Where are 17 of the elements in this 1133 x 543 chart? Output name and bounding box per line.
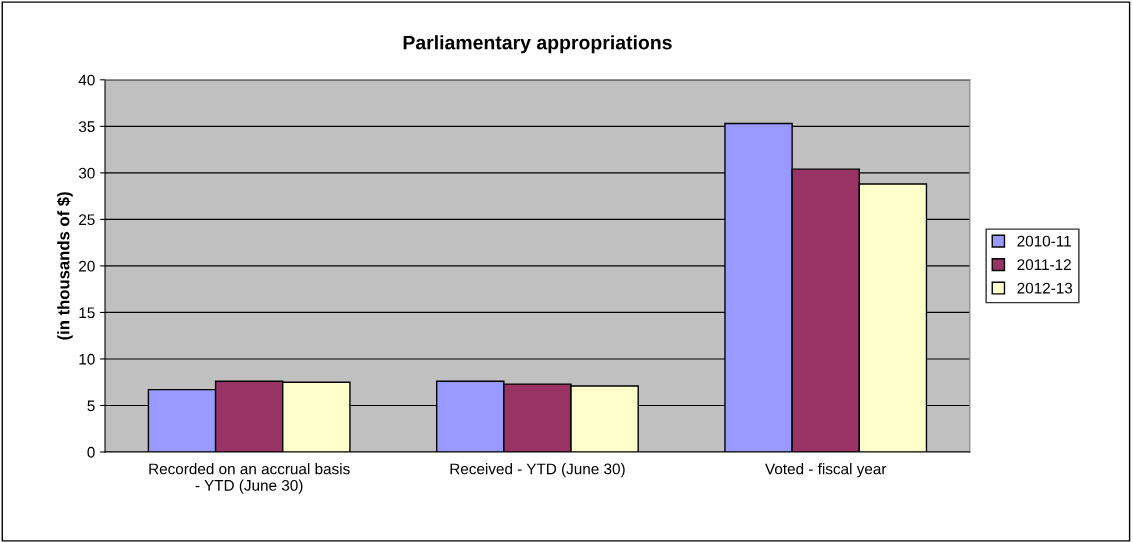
y-axis-title: (in thousands of $): [56, 192, 73, 340]
y-tick-label: 5: [87, 400, 95, 412]
x-tick-label: Received - YTD (June 30): [450, 463, 625, 478]
y-tick-label: 0: [87, 446, 95, 458]
y-tick-label: 10: [79, 353, 95, 365]
y-tick-label: 20: [79, 260, 95, 272]
chart-title: Parliamentary appropriations: [403, 35, 672, 54]
y-tick-label: 35: [78, 121, 95, 133]
legend-label: 2011-12: [1017, 259, 1071, 271]
x-tick-label: Recorded on an accrual basis - YTD (June 30): [149, 463, 350, 494]
y-tick-label: 15: [79, 307, 95, 319]
y-tick-label: 25: [79, 214, 95, 226]
y-tick-label: 40: [78, 74, 95, 86]
y-tick-label: 30: [78, 167, 95, 179]
x-tick-label: Voted - fiscal year: [765, 463, 887, 478]
legend-label: 2012-13: [1017, 282, 1073, 294]
legend-label: 2010-11: [1017, 235, 1071, 247]
